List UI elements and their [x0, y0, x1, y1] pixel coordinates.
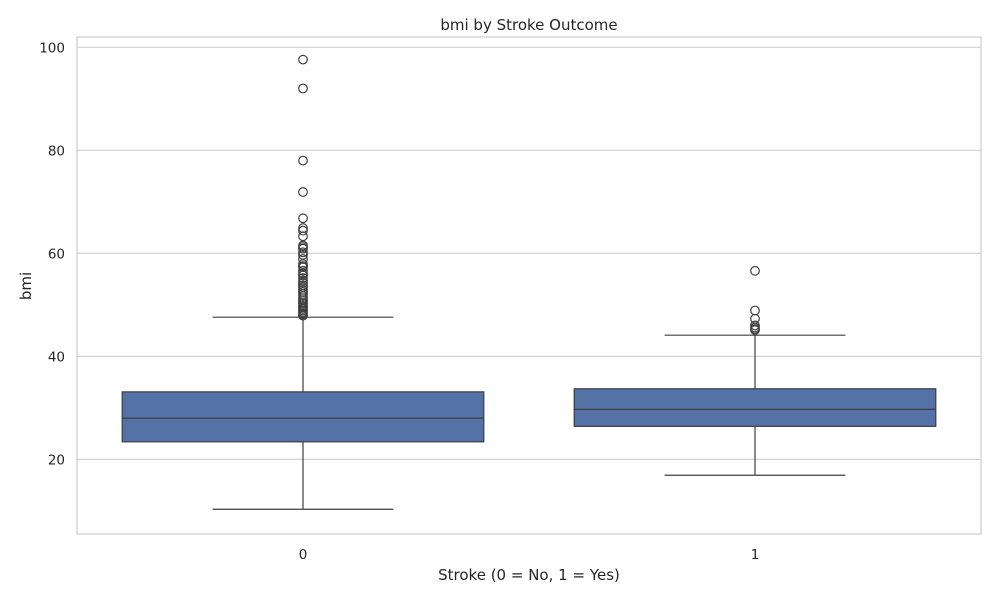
outlier-point	[298, 231, 308, 242]
x-axis-label: Stroke (0 = No, 1 = Yes)	[438, 566, 620, 584]
outlier-point	[298, 155, 308, 166]
box-iqr	[573, 388, 937, 427]
chart-title: bmi by Stroke Outcome	[440, 16, 617, 34]
box-group-1	[573, 265, 937, 476]
y-tick-label: 60	[48, 246, 65, 262]
outlier-point	[750, 305, 760, 316]
outlier-point	[298, 213, 308, 224]
x-tick-label-0: 0	[299, 547, 308, 563]
y-axis-label: bmi	[17, 272, 35, 300]
outlier-point	[298, 54, 308, 65]
box-iqr	[121, 391, 485, 443]
outlier-point	[298, 247, 308, 258]
y-tick-label: 80	[48, 143, 65, 159]
outlier-point	[298, 270, 308, 281]
gridlines	[77, 46, 981, 460]
y-tick-label: 100	[39, 40, 65, 56]
outlier-point	[750, 325, 760, 335]
x-tick-label-1: 1	[751, 547, 760, 563]
outlier-point	[298, 249, 308, 260]
y-tick-label: 40	[48, 349, 65, 365]
outlier-point	[298, 225, 308, 236]
outlier-point	[298, 273, 308, 283]
outlier-point	[298, 187, 308, 197]
outlier-point	[298, 277, 308, 288]
box-group-0	[121, 54, 485, 510]
outlier-point	[298, 83, 308, 94]
outlier-point	[750, 265, 760, 276]
y-tick-labels: 20 40 60 80 100	[39, 40, 65, 468]
boxes-layer	[121, 54, 937, 510]
outlier-point	[298, 310, 308, 321]
plot-frame	[76, 36, 982, 535]
outlier-point	[298, 265, 308, 276]
outlier-point	[298, 243, 308, 254]
y-tick-label: 20	[48, 452, 65, 468]
